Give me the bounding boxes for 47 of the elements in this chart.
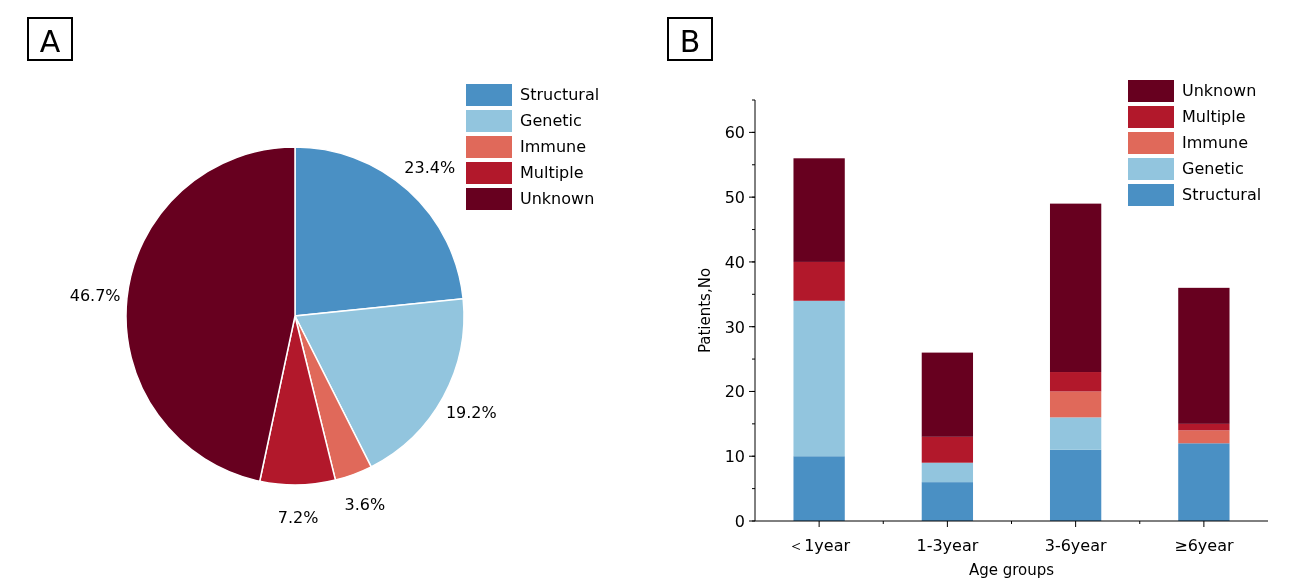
y-tick-label: 40 bbox=[724, 252, 745, 272]
bar bbox=[1178, 287, 1230, 424]
bar bbox=[1049, 417, 1102, 450]
bar bbox=[1049, 391, 1102, 418]
y-tick-label: 20 bbox=[724, 382, 745, 402]
x-tick-label: ≥6year bbox=[1174, 536, 1234, 555]
legend-label: Immune bbox=[1182, 133, 1249, 152]
x-tick-label: ＜1year bbox=[788, 536, 851, 555]
chart-title: B bbox=[679, 24, 701, 59]
chart-title: A bbox=[39, 24, 61, 59]
y-axis-title: Patients,No bbox=[696, 267, 714, 354]
data-label: 7.2% bbox=[277, 507, 319, 527]
bar bbox=[1049, 203, 1102, 373]
y-tick-label: 50 bbox=[724, 188, 745, 208]
y-tick-label: 10 bbox=[724, 447, 745, 467]
x-tick-label: 3-6year bbox=[1044, 536, 1107, 555]
x-tick-label: 1-3year bbox=[916, 536, 979, 555]
bar bbox=[1178, 443, 1230, 521]
bar bbox=[1178, 430, 1230, 444]
legend-label: Structural bbox=[1182, 185, 1262, 204]
bar bbox=[1178, 423, 1230, 431]
y-tick-label: 60 bbox=[724, 123, 745, 143]
legend-label: Multiple bbox=[520, 163, 584, 182]
bar bbox=[793, 158, 845, 262]
bar bbox=[921, 352, 974, 437]
legend-label: Multiple bbox=[1182, 107, 1246, 126]
bar bbox=[793, 300, 845, 457]
x-axis-title: Age groups bbox=[968, 561, 1055, 579]
bar bbox=[1049, 449, 1102, 521]
bar bbox=[921, 462, 974, 483]
legend-label: Unknown bbox=[1182, 81, 1257, 100]
y-tick-label: 0 bbox=[734, 512, 745, 531]
legend-label: Genetic bbox=[520, 111, 582, 130]
data-label: 23.4% bbox=[404, 157, 456, 177]
data-label: 19.2% bbox=[445, 403, 497, 423]
bar bbox=[793, 261, 845, 301]
legend-label: Genetic bbox=[1182, 159, 1244, 178]
bar bbox=[921, 436, 974, 463]
legend-label: Structural bbox=[520, 85, 600, 104]
legend-label: Unknown bbox=[520, 189, 595, 208]
data-label: 46.7% bbox=[69, 285, 121, 305]
bar bbox=[921, 482, 974, 521]
y-tick-label: 30 bbox=[724, 317, 745, 337]
bar bbox=[793, 456, 845, 521]
legend-label: Immune bbox=[520, 137, 587, 156]
bar bbox=[1049, 372, 1102, 392]
data-label: 3.6% bbox=[344, 495, 386, 515]
